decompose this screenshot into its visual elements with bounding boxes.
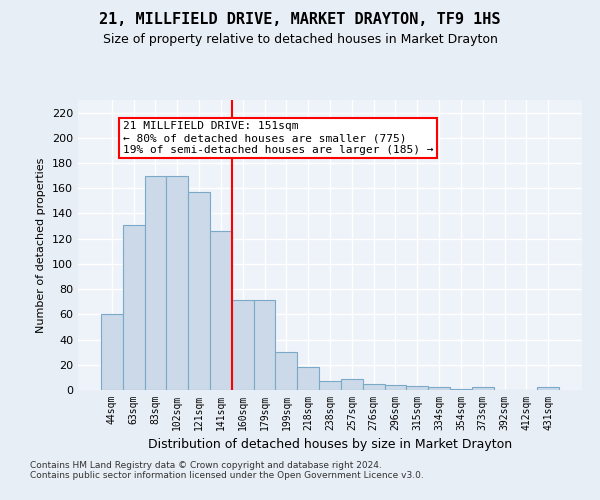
Y-axis label: Number of detached properties: Number of detached properties <box>37 158 46 332</box>
Bar <box>450 388 472 390</box>
Bar <box>123 225 145 390</box>
X-axis label: Distribution of detached houses by size in Market Drayton: Distribution of detached houses by size … <box>148 438 512 452</box>
Text: 21, MILLFIELD DRIVE, MARKET DRAYTON, TF9 1HS: 21, MILLFIELD DRIVE, MARKET DRAYTON, TF9… <box>99 12 501 28</box>
Text: 21 MILLFIELD DRIVE: 151sqm
← 80% of detached houses are smaller (775)
19% of sem: 21 MILLFIELD DRIVE: 151sqm ← 80% of deta… <box>123 122 433 154</box>
Bar <box>385 385 406 390</box>
Bar <box>297 368 319 390</box>
Bar <box>319 381 341 390</box>
Bar <box>428 388 450 390</box>
Bar <box>232 300 254 390</box>
Bar <box>472 388 494 390</box>
Bar <box>275 352 297 390</box>
Bar <box>341 378 363 390</box>
Bar <box>537 388 559 390</box>
Bar <box>363 384 385 390</box>
Text: Size of property relative to detached houses in Market Drayton: Size of property relative to detached ho… <box>103 32 497 46</box>
Bar <box>166 176 188 390</box>
Bar <box>188 192 210 390</box>
Bar <box>210 231 232 390</box>
Bar <box>145 176 166 390</box>
Text: Contains HM Land Registry data © Crown copyright and database right 2024.
Contai: Contains HM Land Registry data © Crown c… <box>30 460 424 480</box>
Bar <box>101 314 123 390</box>
Bar <box>254 300 275 390</box>
Bar <box>406 386 428 390</box>
